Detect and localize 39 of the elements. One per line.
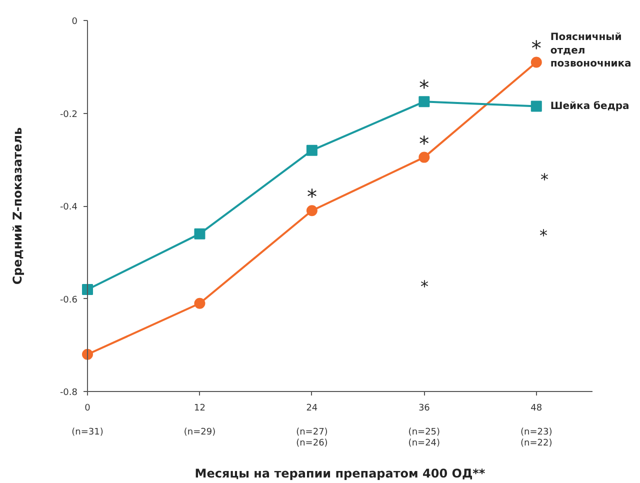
point — [418, 152, 430, 163]
x-axis-title: Месяцы на терапии препаратом 400 ОД** — [194, 466, 486, 480]
series-label: Поясничный отдел позвоночника — [550, 32, 632, 70]
point — [306, 205, 318, 216]
x-tick-label: 12 — [194, 404, 206, 414]
point — [194, 228, 206, 240]
point — [82, 348, 93, 360]
x-tick-label: 48 — [530, 404, 542, 414]
point — [530, 100, 542, 112]
y-tick-label: 0 — [72, 17, 78, 27]
y-tick-label: -0.8 — [60, 388, 78, 398]
x-tick-label: 36 — [418, 404, 430, 414]
text: (n=25) — [408, 428, 440, 438]
annotation: * — [540, 226, 548, 246]
point — [530, 56, 542, 68]
text: (n=23) — [520, 428, 552, 438]
y-axis-title: Средний Z-показатель — [10, 126, 24, 285]
point — [194, 298, 206, 309]
text: (n=31) — [72, 428, 104, 438]
text: (n=29) — [184, 428, 216, 438]
y-tick-label: -0.6 — [60, 295, 78, 306]
point — [418, 96, 430, 108]
annotation: * — [540, 170, 548, 190]
x-tick-label: 0 — [84, 404, 91, 414]
point — [306, 144, 318, 156]
annotation: * — [531, 36, 542, 60]
y-tick-label: -0.2 — [60, 110, 78, 120]
annotation: * — [419, 131, 430, 156]
text: (n=27) — [296, 428, 328, 438]
series-label: Шейка бедра — [550, 100, 630, 112]
annotation: * — [419, 76, 430, 100]
x-tick-label: 24 — [306, 404, 318, 414]
point — [82, 284, 93, 295]
annotation: * — [306, 184, 317, 209]
y-tick-label: -0.4 — [60, 202, 78, 212]
annotation: * — [420, 277, 428, 296]
text: (n=26) — [296, 438, 328, 448]
text: (n=24) — [408, 438, 440, 448]
text: (n=22) — [520, 438, 552, 448]
